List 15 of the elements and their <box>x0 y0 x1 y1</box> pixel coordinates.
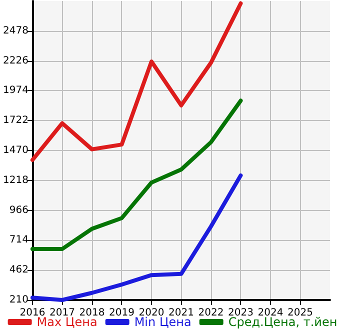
y-tick-label: 714 <box>9 234 28 246</box>
y-tick-label: 2226 <box>2 55 28 66</box>
y-tick-label: 1218 <box>2 174 28 186</box>
line-series <box>30 98 243 251</box>
x-tick-label: 2019 <box>108 308 134 318</box>
y-tick-label: 1722 <box>2 115 28 126</box>
y-tick-label: 1470 <box>2 145 28 156</box>
line-series <box>30 1 243 162</box>
line-series <box>30 173 243 302</box>
y-tick-label: 2478 <box>2 25 28 36</box>
y-tick-label: 1974 <box>2 85 28 96</box>
y-tick-label: 462 <box>9 264 28 276</box>
x-tick-label: 2022 <box>198 308 224 318</box>
y-tick-label: 210 <box>9 294 28 306</box>
y-tick-label: 966 <box>9 204 28 216</box>
